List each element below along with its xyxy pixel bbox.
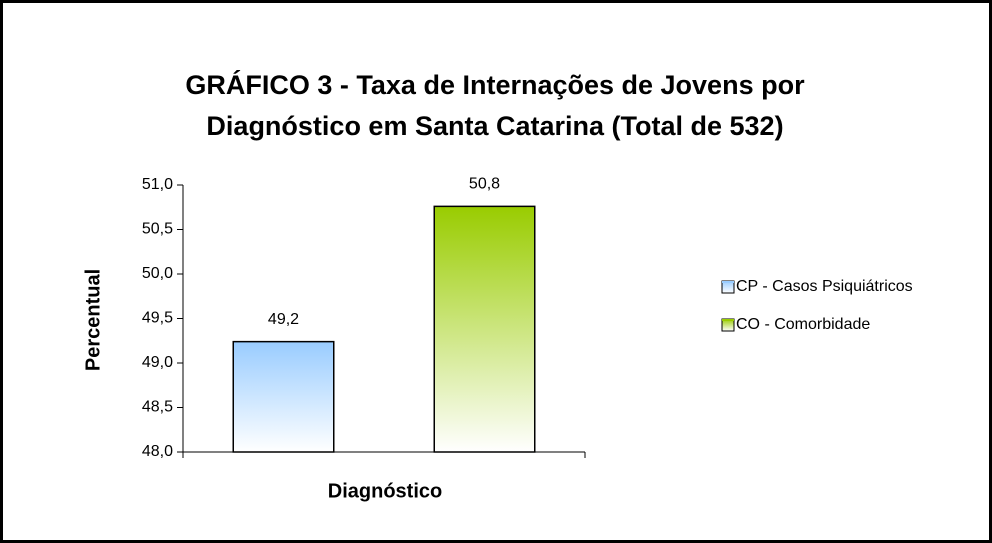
bar xyxy=(433,205,536,453)
y-tick-label: 50,5 xyxy=(142,221,173,238)
legend-label: CP - Casos Psiquiátricos xyxy=(736,278,913,295)
y-tick-label: 51,0 xyxy=(142,176,173,193)
legend-label: CO - Comorbidade xyxy=(736,316,870,333)
y-axis-title: Percentual xyxy=(82,269,104,371)
y-tick-label: 50,0 xyxy=(142,265,173,282)
x-axis-title: Diagnóstico xyxy=(328,480,442,502)
legend-swatch-top xyxy=(722,319,734,321)
data-label: 50,8 xyxy=(469,176,500,193)
y-tick-label: 48,0 xyxy=(142,443,173,460)
y-tick-label: 49,5 xyxy=(142,310,173,327)
chart-title: GRÁFICO 3 - Taxa de Internações de Joven… xyxy=(185,69,805,100)
y-tick-label: 48,5 xyxy=(142,399,173,416)
y-tick-label: 49,0 xyxy=(142,354,173,371)
bar xyxy=(232,340,335,453)
legend-swatch-top xyxy=(722,281,734,283)
chart-title: Diagnóstico em Santa Catarina (Total de … xyxy=(206,111,783,141)
data-label: 49,2 xyxy=(268,311,299,328)
